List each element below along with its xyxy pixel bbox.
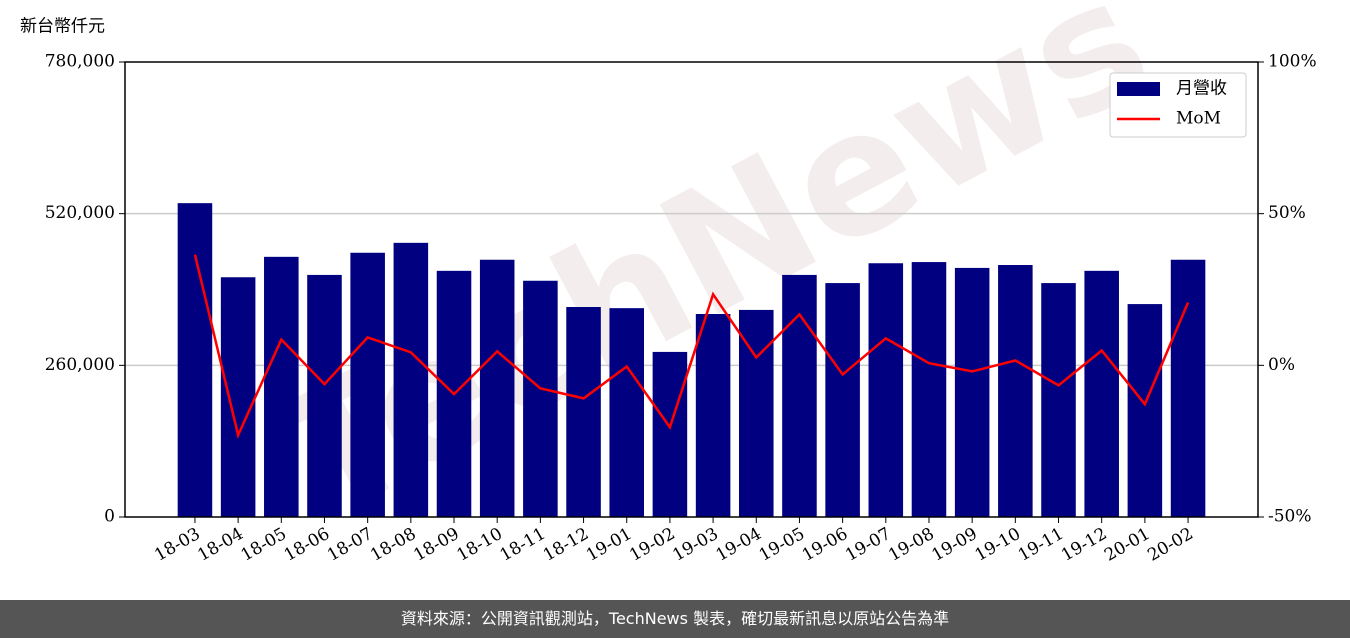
- bar: [1127, 304, 1163, 517]
- y2-tick-label: -50%: [1268, 507, 1312, 527]
- x-tick-label: 18-06: [281, 524, 333, 566]
- bar: [220, 277, 256, 517]
- bar: [307, 274, 342, 517]
- y2-tick-label: 50%: [1268, 203, 1306, 223]
- bar: [264, 256, 299, 517]
- x-tick-label: 18-11: [497, 524, 549, 566]
- legend-swatch: [1117, 82, 1160, 96]
- bar: [652, 351, 688, 517]
- x-tick-label: 19-05: [756, 524, 808, 566]
- bar: [177, 203, 213, 517]
- chart: 新台幣仟元 TechNews 0260,000520,000780,000-50…: [20, 0, 1317, 566]
- x-tick-label: 19-11: [1015, 524, 1067, 566]
- y-tick-label: 520,000: [45, 203, 115, 223]
- x-tick-label: 20-02: [1144, 524, 1196, 566]
- x-tick-label: 19-07: [842, 524, 894, 566]
- footer: 資料來源：公開資訊觀測站，TechNews 製表，確切最新訊息以原站公告為準: [0, 600, 1350, 638]
- bar: [911, 262, 947, 517]
- bar: [523, 280, 558, 517]
- x-tick-label: 18-09: [410, 524, 462, 566]
- x-tick-label: 20-01: [1101, 524, 1153, 566]
- legend-label: MoM: [1176, 109, 1221, 129]
- y-tick-label: 260,000: [45, 355, 115, 375]
- bar: [479, 259, 515, 517]
- bar: [1084, 270, 1119, 517]
- x-tick-label: 18-03: [151, 524, 203, 566]
- plot-frame: [124, 61, 1259, 518]
- bar: [998, 265, 1033, 517]
- y2-tick-label: 100%: [1268, 52, 1317, 72]
- line: [193, 254, 1190, 439]
- x-tick-label: 18-05: [238, 524, 290, 566]
- bar: [868, 263, 904, 517]
- bar: [393, 242, 429, 518]
- y-axis-label: 新台幣仟元: [20, 17, 105, 37]
- x-tick-label: 18-04: [194, 524, 246, 566]
- x-tick-label: 19-09: [928, 524, 980, 566]
- bar: [1170, 259, 1206, 517]
- x-tick-label: 19-04: [713, 524, 765, 566]
- bar: [782, 274, 817, 517]
- legend-label: 月營收: [1176, 79, 1227, 99]
- x-tick-label: 19-02: [626, 524, 678, 566]
- x-tick-label: 19-12: [1058, 524, 1110, 566]
- bar: [566, 307, 601, 517]
- bar: [609, 308, 645, 517]
- bar: [954, 267, 990, 517]
- y-tick-label: 780,000: [45, 52, 115, 72]
- bar: [1041, 283, 1076, 517]
- y2-tick-label: 0%: [1268, 355, 1295, 375]
- x-tick-label: 19-03: [669, 524, 721, 566]
- y-tick-label: 0: [104, 507, 115, 527]
- x-tick-label: 19-08: [885, 524, 937, 566]
- x-tick-label: 19-06: [799, 524, 851, 566]
- bar: [350, 252, 385, 517]
- x-tick-label: 18-10: [453, 524, 505, 566]
- bar: [695, 314, 731, 517]
- x-tick-label: 19-10: [972, 524, 1024, 566]
- x-tick-label: 19-01: [583, 524, 635, 566]
- bar: [825, 283, 860, 517]
- x-tick-label: 18-12: [540, 524, 592, 566]
